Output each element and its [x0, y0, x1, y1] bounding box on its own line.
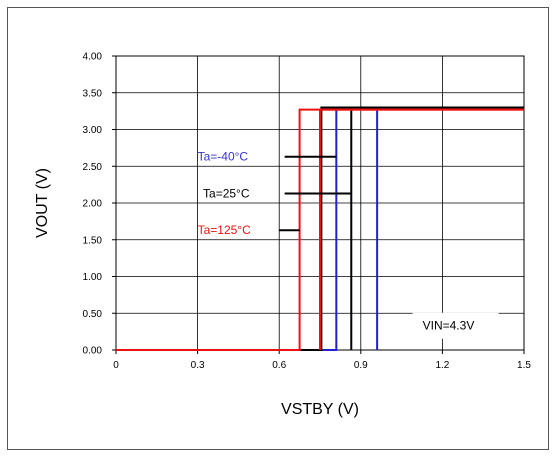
x-axis-label: VSTBY (V) [281, 401, 359, 418]
annotation-label: Ta=-40°C [198, 150, 249, 164]
chart-frame [7, 7, 549, 450]
y-tick-label: 4.00 [83, 52, 103, 63]
x-tick-label: 1.2 [435, 360, 449, 371]
y-tick-label: 0.50 [83, 309, 103, 320]
y-axis-label: VOUT (V) [34, 168, 51, 238]
series-line-ta-25-c-fall [350, 106, 524, 350]
y-tick-label: 2.00 [83, 199, 103, 210]
x-tick-label: 0.3 [191, 360, 205, 371]
x-tick-label: 0 [113, 360, 119, 371]
y-tick-label: 3.00 [83, 125, 103, 136]
y-tick-label: 0.00 [83, 346, 103, 357]
x-tick-label: 1.5 [517, 360, 531, 371]
x-tick-label: 0.6 [272, 360, 286, 371]
series-line-ta-125-c-fall [319, 108, 524, 350]
annotation-label: Ta=25°C [203, 186, 250, 200]
y-tick-label: 2.50 [83, 162, 103, 173]
y-tick-label: 1.00 [83, 272, 103, 283]
series-group [116, 106, 524, 351]
annotation-label: Ta=125°C [198, 223, 252, 237]
x-tick-label: 0.9 [354, 360, 368, 371]
y-tick-label: 3.50 [83, 88, 103, 99]
annotation-box [412, 312, 499, 339]
annotation-label: VIN=4.3V [423, 319, 475, 333]
y-tick-label: 1.50 [83, 235, 103, 246]
